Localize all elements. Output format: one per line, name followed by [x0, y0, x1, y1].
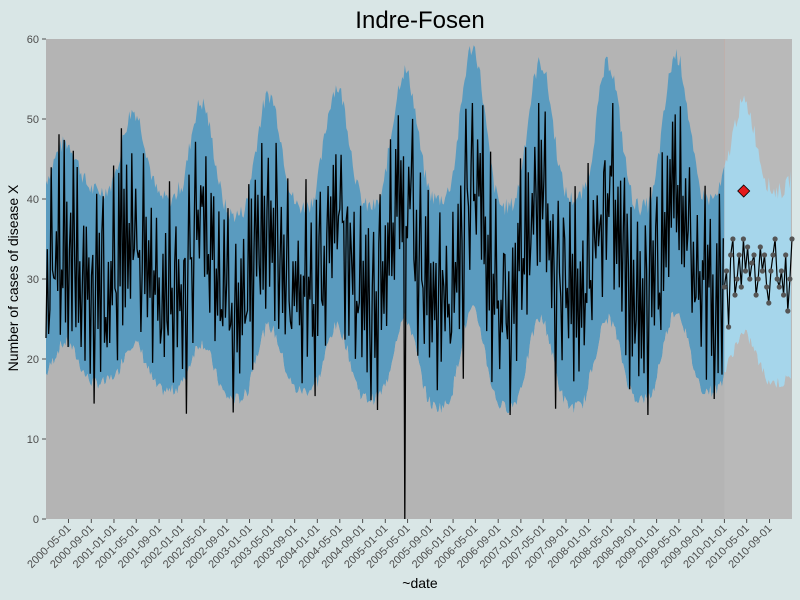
- x-axis: 2000-05-012000-09-012001-01-012001-05-01…: [25, 519, 775, 571]
- y-axis-title: Number of cases of disease X: [5, 184, 21, 371]
- y-tick-label: 30: [27, 274, 39, 286]
- test-point: [742, 268, 749, 274]
- test-point: [785, 308, 791, 314]
- plot-area: [45, 39, 795, 520]
- test-point: [761, 252, 768, 258]
- test-point: [776, 284, 782, 290]
- y-tick-label: 10: [27, 434, 39, 446]
- test-point: [745, 244, 751, 250]
- test-point: [751, 252, 757, 258]
- chart-title: Indre-Fosen: [355, 7, 484, 34]
- test-point: [759, 268, 766, 274]
- x-axis-title: ~date: [402, 575, 438, 591]
- test-point: [764, 284, 770, 290]
- test-point: [732, 292, 738, 298]
- low-zone-test-band: [724, 329, 792, 519]
- test-point: [738, 284, 744, 290]
- test-point: [774, 276, 780, 282]
- test-point: [723, 268, 730, 274]
- test-point: [740, 236, 747, 242]
- test-point: [757, 244, 763, 250]
- test-point: [747, 276, 753, 282]
- test-point: [778, 268, 785, 274]
- test-point: [749, 260, 755, 266]
- test-point: [755, 276, 761, 282]
- test-point: [789, 236, 795, 242]
- y-tick-label: 40: [27, 194, 39, 206]
- test-point: [768, 268, 774, 274]
- y-tick-label: 60: [27, 34, 39, 46]
- test-point: [766, 300, 772, 306]
- test-point: [734, 276, 740, 282]
- test-point: [728, 252, 734, 258]
- test-point: [730, 236, 736, 242]
- alert-point: [737, 184, 751, 198]
- test-point: [770, 252, 776, 258]
- test-point: [726, 324, 732, 330]
- y-tick-label: 50: [27, 114, 39, 126]
- test-point: [736, 252, 742, 258]
- y-tick-label: 20: [27, 354, 39, 366]
- y-axis: 0 10 20 30 40 50 60: [27, 34, 46, 526]
- observed-line-training: [45, 102, 724, 520]
- test-point: [781, 292, 787, 298]
- y-tick-label: 0: [33, 514, 39, 526]
- test-point: [783, 252, 789, 258]
- low-zone-training-band: [46, 305, 725, 519]
- test-point: [753, 292, 759, 298]
- test-point: [772, 236, 778, 242]
- test-point: [721, 284, 728, 290]
- test-point: [787, 276, 793, 282]
